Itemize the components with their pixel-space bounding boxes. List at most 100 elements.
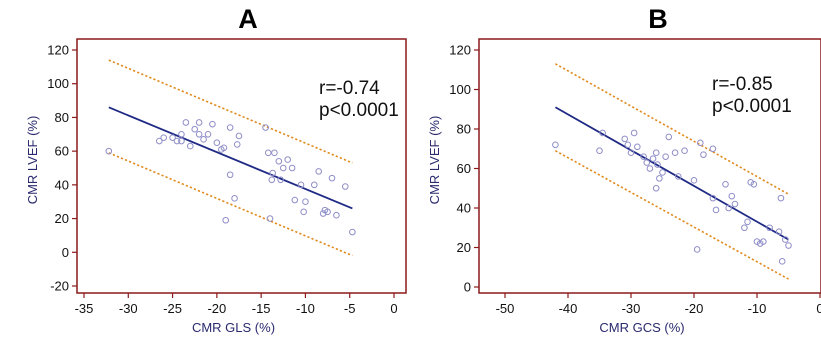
panel-b-title: B (648, 4, 668, 34)
panel-b-data-point (630, 129, 638, 137)
panel-b-data-point (709, 145, 717, 153)
panel-a-data-point (341, 183, 349, 190)
panel-a-data-point (328, 174, 336, 182)
panel-b-xtick-label: -10 (748, 301, 767, 316)
panel-b-data-point (596, 147, 603, 155)
panel-a-data-point (319, 210, 327, 217)
panel-a-data-point (269, 169, 276, 177)
panel-a-stats: r=-0.74 p<0.0001 (319, 78, 399, 122)
panel-a-data-point (178, 137, 185, 145)
panel-a-data-point (291, 196, 299, 204)
panel-a-xtick-label: -25 (163, 301, 182, 316)
panel-b-data-point (778, 258, 786, 265)
panel-a-data-point (288, 164, 296, 172)
panel-a-data-point (209, 120, 216, 128)
panel-a-xtick-label: -30 (119, 301, 138, 316)
panel-b-xtick-label: -40 (559, 301, 578, 316)
panel-b-ytick-label: 40 (457, 201, 471, 216)
panel-a-upper-confidence-line (108, 59, 353, 164)
panel-a-data-point (233, 141, 241, 148)
panel-b-data-point (654, 161, 661, 168)
panel-a-data-point (169, 134, 176, 141)
panel-b-data-point (693, 246, 701, 253)
panel-b-data-point (681, 147, 688, 155)
panel-b-data-point (712, 206, 720, 214)
panel-b-ytick-label: 120 (449, 43, 471, 58)
panel-b-xtick-label: -50 (496, 301, 515, 316)
panel-b-data-point (690, 177, 698, 184)
panel-b-ytick-label: 100 (449, 82, 471, 97)
panel-b-data-point (652, 149, 660, 156)
panel-b-data-point (659, 169, 666, 176)
panel-a-data-point (173, 137, 181, 145)
panel-b-ytick-label: 20 (457, 240, 471, 255)
panel-b-r-value: r=-0.85 (712, 74, 773, 95)
panel-b-data-point (640, 153, 647, 160)
panel-a-data-point (222, 216, 230, 224)
panel-b-x-axis-title: CMR GCS (%) (599, 320, 684, 335)
panel-a-data-point (195, 130, 203, 138)
panel-a-xtick-label: -35 (75, 301, 94, 316)
panel-b-data-point (662, 153, 669, 160)
panel-a-data-point (279, 164, 287, 172)
panel-b-data-point (552, 141, 559, 149)
panel-b-data-point (722, 181, 729, 188)
panel-a-data-point (226, 124, 234, 131)
panel-b-data-point (725, 204, 732, 212)
panel-a-data-point (235, 132, 243, 140)
panel-a-frame (76, 38, 407, 294)
panel-b-y-axis-title: CMR LVEF (%) (427, 116, 442, 205)
panel-a-lower-confidence-line (108, 152, 353, 257)
panel-b-xtick-label: -20 (685, 301, 704, 316)
panel-b-data-point (674, 173, 682, 180)
panel-b-data-point (785, 242, 792, 249)
panel-a-data-point (186, 142, 194, 150)
panel-a-data-point (271, 149, 278, 157)
panel-b-data-point (634, 143, 641, 151)
panel-a-data-point (231, 195, 238, 202)
panel-a-data-point (324, 208, 331, 216)
panel-a-data-point (200, 136, 207, 143)
panel-b-upper-confidence-line (555, 63, 789, 195)
panel-b-p-value: p<0.0001 (712, 96, 792, 117)
panel-a-ytick-label: 20 (55, 211, 69, 226)
panel-b-data-point (643, 159, 651, 166)
panel-a-y-axis-title: CMR LVEF (%) (25, 116, 40, 205)
panel-a-data-point (297, 181, 305, 189)
panel-b-data-point (744, 218, 751, 226)
panel-a-data-point (226, 171, 234, 179)
panel-a-data-point (277, 176, 284, 184)
panel-b-data-point (621, 135, 629, 143)
panel-a-data-point (182, 119, 190, 126)
panel-b-ytick-label: 80 (457, 122, 471, 137)
panel-a-data-point (310, 181, 318, 189)
panel-b-data-point (741, 224, 748, 232)
panel-a-data-point (195, 119, 203, 126)
panel-a-data-point (302, 198, 309, 206)
panel-b-lower-confidence-line (555, 150, 789, 280)
panel-b-data-point (775, 228, 783, 235)
panel-a-data-point (155, 137, 163, 145)
panel-b-xtick-label: -30 (622, 301, 641, 316)
panel-a-data-point (105, 147, 113, 155)
panel-a-data-point (266, 215, 274, 222)
panel-b-data-point (697, 139, 704, 147)
panel-a-data-point (264, 149, 272, 157)
panel-b-data-point (709, 194, 717, 202)
panel-a-r-value: r=-0.74 (319, 78, 380, 99)
panel-a-xtick-label: -20 (207, 301, 226, 316)
panel-b-data-point (627, 149, 635, 156)
panel-a-data-point (275, 157, 283, 165)
panel-a-data-point (213, 139, 221, 147)
panel-b-frame (478, 38, 821, 294)
panel-a-ytick-label: 100 (47, 76, 69, 91)
panel-b-data-point (599, 129, 606, 137)
panel-b-stats: r=-0.85 p<0.0001 (712, 74, 792, 118)
panel-b-data-point (728, 192, 736, 200)
panel-a-ytick-label: 40 (55, 177, 69, 192)
panel-a-data-point (204, 130, 212, 138)
panel-b-data-point (646, 165, 654, 172)
panel-a-data-point (220, 144, 228, 152)
panel-b-data-point (782, 236, 789, 243)
